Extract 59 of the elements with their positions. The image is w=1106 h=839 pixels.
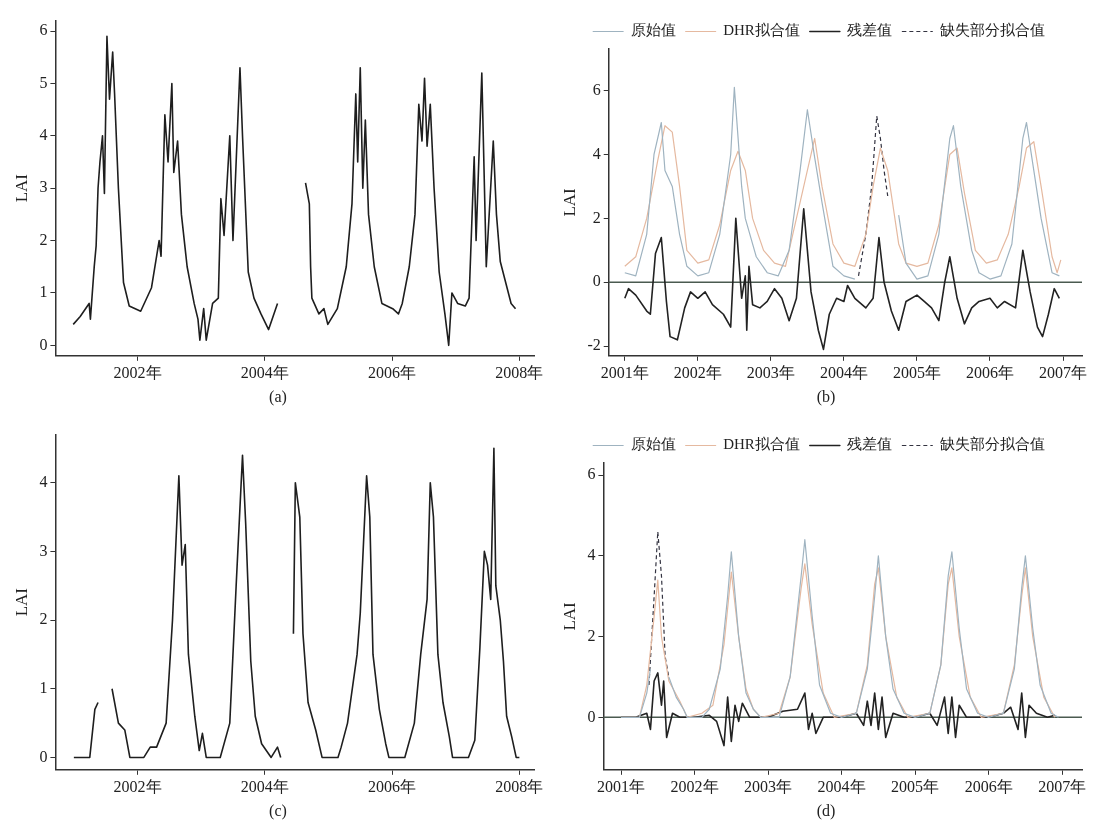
text: (c) — [269, 801, 287, 822]
y-tick-label: 1 — [39, 678, 48, 696]
y-tick-label: 3 — [39, 178, 48, 196]
y-tick-label: 4 — [39, 126, 48, 144]
y-tick-label: 6 — [592, 80, 601, 98]
x-tick-label: 2006年 — [965, 363, 1014, 381]
y-tick-label: 2 — [39, 610, 48, 628]
x-tick-label: 2004年 — [240, 777, 289, 795]
y-tick-label: 6 — [587, 465, 596, 483]
x-tick-label: 2004年 — [817, 777, 866, 795]
x-tick-label: 2004年 — [240, 363, 289, 381]
y-tick-label: 4 — [587, 546, 596, 564]
legend-label: 残差值 — [847, 436, 893, 453]
x-tick-label: 2003年 — [744, 777, 793, 795]
y-tick-label: 2 — [592, 208, 601, 226]
x-tick-label: 2001年 — [597, 777, 646, 795]
legend-label: DHR拟合值 — [723, 436, 800, 453]
legend-label: 缺失部分拟合值 — [939, 436, 1045, 453]
y-tick-label: 1 — [39, 283, 48, 301]
x-tick-label: 2001年 — [600, 363, 649, 381]
x-tick-label: 2007年 — [1038, 777, 1087, 795]
y-tick-label: 6 — [39, 21, 48, 39]
x-tick-label: 2006年 — [368, 777, 417, 795]
y-tick-label: 0 — [39, 747, 48, 765]
x-tick-label: 2003年 — [746, 363, 795, 381]
y-axis-title: LAI — [559, 187, 579, 217]
x-tick-label: 2006年 — [368, 363, 417, 381]
y-axis-title: LAI — [11, 173, 31, 203]
x-tick-label: 2006年 — [964, 777, 1013, 795]
x-tick-label: 2008年 — [495, 777, 544, 795]
legend-label: 残差值 — [847, 22, 893, 39]
x-tick-label: 2002年 — [113, 777, 162, 795]
y-tick-label: 5 — [39, 73, 48, 91]
y-tick-label: 0 — [587, 707, 596, 725]
text: (d) — [816, 801, 836, 822]
x-tick-label: 2008年 — [495, 363, 544, 381]
x-tick-label: 2002年 — [670, 777, 719, 795]
y-tick-label: 2 — [587, 626, 596, 644]
y-tick-label: 2 — [39, 230, 48, 248]
x-tick-label: 2005年 — [891, 777, 940, 795]
y-axis-title: LAI — [559, 601, 579, 631]
x-tick-label: 2007年 — [1039, 363, 1088, 381]
text: (b) — [816, 387, 836, 408]
legend-label: 原始值 — [630, 436, 676, 453]
x-tick-label: 2002年 — [113, 363, 162, 381]
y-axis-title: LAI — [11, 587, 31, 617]
y-tick-label: -2 — [587, 336, 601, 354]
x-tick-label: 2005年 — [892, 363, 941, 381]
y-tick-label: 0 — [592, 272, 601, 290]
y-tick-label: 4 — [592, 144, 601, 162]
legend-label: DHR拟合值 — [723, 22, 800, 39]
y-tick-label: 3 — [39, 541, 48, 559]
x-tick-label: 2004年 — [819, 363, 868, 381]
x-tick-label: 2002年 — [673, 363, 722, 381]
text: (a) — [269, 387, 287, 408]
y-tick-label: 0 — [39, 335, 48, 353]
legend-label: 缺失部分拟合值 — [939, 22, 1045, 39]
legend-label: 原始值 — [630, 22, 676, 39]
y-tick-label: 4 — [39, 472, 48, 490]
